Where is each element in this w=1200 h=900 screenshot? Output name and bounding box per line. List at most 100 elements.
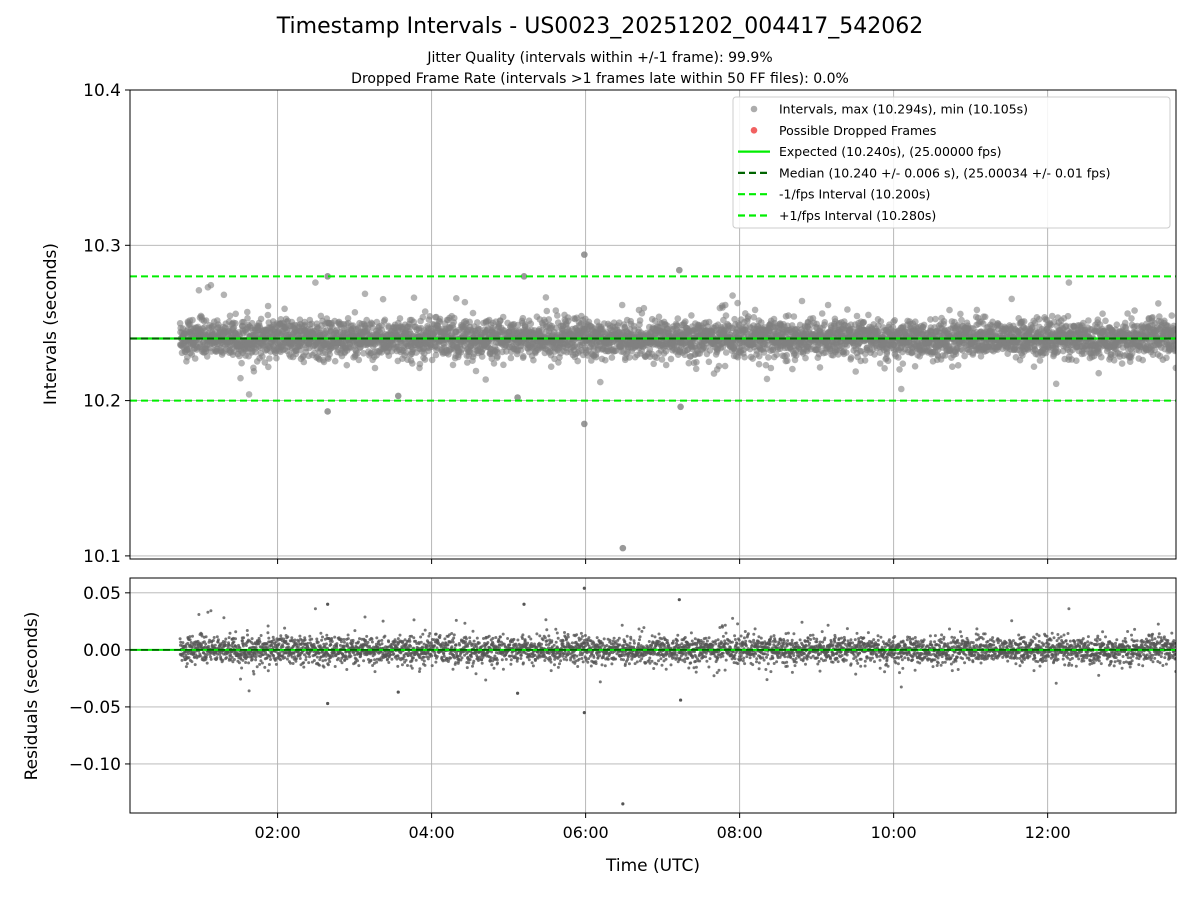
interval-point xyxy=(232,310,239,318)
interval-point xyxy=(767,364,775,372)
interval-point xyxy=(419,313,427,321)
interval-point xyxy=(300,358,308,366)
residual-point xyxy=(222,616,226,620)
interval-point xyxy=(466,318,474,326)
interval-point xyxy=(896,366,903,373)
interval-point xyxy=(705,318,713,326)
interval-point xyxy=(499,313,507,321)
residual-point xyxy=(246,633,249,637)
interval-point xyxy=(597,378,604,386)
intervals-legend: Intervals, max (10.294s), min (10.105s)P… xyxy=(732,96,1171,229)
interval-point xyxy=(361,290,369,298)
residual-point xyxy=(223,640,227,644)
interval-point xyxy=(530,356,537,364)
interval-point xyxy=(220,291,228,299)
interval-point xyxy=(371,364,379,372)
interval-point xyxy=(1064,312,1072,320)
interval-point xyxy=(860,318,868,326)
interval-point xyxy=(1163,354,1170,362)
interval-point xyxy=(655,313,663,321)
interval-point xyxy=(507,354,515,362)
interval-point xyxy=(248,319,256,327)
interval-point xyxy=(821,319,829,326)
residual-point xyxy=(237,661,241,665)
interval-point xyxy=(451,314,458,322)
residual-point xyxy=(247,689,251,693)
interval-point xyxy=(472,367,480,375)
residual-point xyxy=(184,665,188,669)
interval-point xyxy=(949,363,956,371)
interval-point xyxy=(1065,279,1073,286)
interval-point-outlier xyxy=(581,420,588,428)
interval-point xyxy=(667,355,675,363)
interval-point xyxy=(818,310,826,317)
residual-point xyxy=(215,656,219,660)
residual-point xyxy=(188,635,192,639)
residual-point xyxy=(204,635,208,639)
interval-point xyxy=(1131,307,1138,314)
interval-point xyxy=(264,302,272,310)
interval-point xyxy=(308,320,316,328)
interval-point xyxy=(259,353,266,360)
interval-point xyxy=(354,350,361,357)
interval-point xyxy=(847,354,855,361)
residual-point xyxy=(254,655,258,659)
interval-point xyxy=(355,356,363,364)
interval-point xyxy=(722,312,730,319)
interval-point xyxy=(474,319,481,326)
interval-point xyxy=(381,316,389,324)
interval-point xyxy=(789,365,796,373)
residual-point xyxy=(190,660,194,664)
interval-point xyxy=(861,357,869,364)
interval-point xyxy=(432,351,440,359)
residual-point xyxy=(227,643,231,647)
interval-point xyxy=(765,354,772,361)
residual-point xyxy=(254,658,258,662)
interval-point xyxy=(436,315,444,323)
residual-point xyxy=(258,662,262,666)
interval-point xyxy=(1095,369,1102,377)
interval-point xyxy=(1139,356,1146,364)
residual-point xyxy=(187,656,191,660)
interval-point xyxy=(763,375,771,383)
interval-point-outlier xyxy=(619,544,627,552)
interval-point xyxy=(410,294,418,302)
interval-point xyxy=(264,311,272,319)
interval-point xyxy=(692,365,700,373)
interval-point xyxy=(895,354,902,361)
residual-point xyxy=(244,644,248,647)
intervals-points xyxy=(176,251,1176,552)
interval-point xyxy=(406,323,414,331)
interval-point xyxy=(1128,315,1135,322)
interval-point xyxy=(237,374,244,382)
interval-point xyxy=(729,292,736,299)
interval-point xyxy=(790,313,798,320)
interval-point xyxy=(494,353,501,360)
interval-point xyxy=(421,308,429,315)
interval-point xyxy=(273,354,280,362)
interval-point xyxy=(331,357,339,365)
interval-point xyxy=(877,318,885,325)
residual-point xyxy=(191,634,194,638)
residual-point xyxy=(198,654,202,658)
interval-point xyxy=(202,317,210,324)
residual-point xyxy=(185,662,189,666)
interval-point xyxy=(705,358,713,366)
interval-point xyxy=(574,357,581,365)
jitter-quality-subtitle: Jitter Quality (intervals within +/-1 fr… xyxy=(427,50,773,66)
residual-point xyxy=(250,657,254,661)
interval-point xyxy=(461,298,469,306)
interval-point xyxy=(722,349,730,356)
interval-point xyxy=(244,308,251,316)
chart-title: Timestamp Intervals - US0023_20251202_00… xyxy=(276,14,924,39)
interval-point xyxy=(802,354,809,362)
interval-point xyxy=(203,353,211,360)
residual-point xyxy=(213,643,217,647)
interval-point xyxy=(640,304,648,312)
interval-point xyxy=(1110,357,1118,364)
residual-point xyxy=(244,661,248,664)
residual-point xyxy=(180,658,184,662)
interval-point xyxy=(650,360,657,368)
interval-point xyxy=(626,354,633,361)
